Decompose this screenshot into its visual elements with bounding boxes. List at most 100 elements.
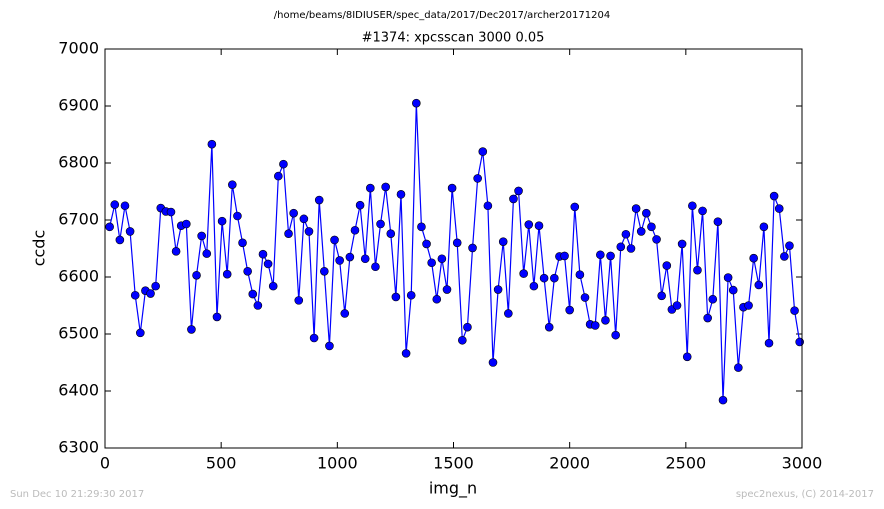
data-point xyxy=(539,273,549,283)
data-point xyxy=(493,285,503,294)
chart-title: #1374: xpcsscan 3000 0.05 xyxy=(362,31,545,46)
data-point xyxy=(463,322,472,332)
data-point xyxy=(529,281,539,291)
data-point xyxy=(468,243,477,253)
x-tick-label: 2000 xyxy=(549,454,590,473)
data-point xyxy=(759,222,769,232)
y-axis-label: ccdc xyxy=(30,230,49,267)
data-point xyxy=(325,341,334,351)
suptitle: /home/beams/8IDIUSER/spec_data/2017/Dec2… xyxy=(274,10,610,21)
data-point xyxy=(299,214,309,224)
data-point xyxy=(693,265,702,275)
data-point xyxy=(524,220,534,229)
data-point xyxy=(146,289,155,298)
y-tick-label: 6900 xyxy=(58,96,99,115)
data-point xyxy=(550,273,559,283)
data-point xyxy=(222,269,232,279)
data-point xyxy=(401,349,411,358)
y-tick-label: 6500 xyxy=(58,324,99,343)
data-point xyxy=(509,194,518,204)
data-point xyxy=(718,395,728,405)
data-point xyxy=(769,191,779,201)
data-point xyxy=(580,293,590,302)
data-point xyxy=(570,202,580,212)
data-point xyxy=(294,296,304,305)
data-point xyxy=(345,252,355,262)
data-point xyxy=(151,281,160,291)
y-tick-label: 6800 xyxy=(58,153,99,172)
data-point xyxy=(452,238,462,248)
data-point xyxy=(734,363,743,372)
data-point xyxy=(458,335,467,345)
data-point xyxy=(642,208,651,218)
data-point xyxy=(483,201,493,211)
data-point xyxy=(437,254,447,264)
data-point xyxy=(662,261,672,270)
data-point xyxy=(284,229,293,238)
data-point xyxy=(289,208,298,218)
data-point xyxy=(376,219,385,229)
data-point xyxy=(243,266,252,276)
data-point xyxy=(723,273,733,282)
y-tick-label: 7000 xyxy=(58,39,99,58)
data-point xyxy=(105,222,114,232)
data-point xyxy=(110,200,120,209)
data-point xyxy=(355,200,365,210)
data-point xyxy=(263,259,273,269)
data-point xyxy=(136,328,145,338)
data-point xyxy=(412,98,421,108)
data-point xyxy=(396,190,406,199)
data-point xyxy=(601,316,610,325)
data-point xyxy=(764,338,774,348)
footer-left: Sun Dec 10 21:29:30 2017 xyxy=(10,489,144,500)
data-point xyxy=(371,262,380,272)
data-point xyxy=(360,254,370,264)
data-point xyxy=(197,231,206,241)
data-point xyxy=(636,227,646,236)
data-point xyxy=(590,321,600,330)
y-tick-label: 6400 xyxy=(58,381,99,400)
data-point xyxy=(657,291,666,301)
data-point xyxy=(350,225,360,235)
data-point xyxy=(279,159,288,169)
data-point xyxy=(115,235,125,245)
data-point xyxy=(320,266,329,276)
data-point xyxy=(519,269,528,278)
x-tick-label: 1500 xyxy=(433,454,474,473)
data-point xyxy=(309,333,319,343)
data-point xyxy=(202,249,212,258)
data-point xyxy=(672,301,682,310)
data-point xyxy=(560,251,569,261)
data-point xyxy=(575,270,585,280)
data-point xyxy=(703,313,712,323)
data-point xyxy=(488,358,498,367)
data-point xyxy=(212,312,222,322)
data-point xyxy=(248,289,258,299)
data-point xyxy=(647,222,656,232)
data-point xyxy=(192,270,201,280)
data-point xyxy=(677,239,687,249)
data-point xyxy=(233,211,242,221)
data-point xyxy=(120,201,130,211)
y-tick-label: 6300 xyxy=(58,438,99,457)
data-point xyxy=(596,250,605,260)
data-point xyxy=(749,253,758,263)
plot-series xyxy=(105,98,804,405)
x-tick-label: 2500 xyxy=(665,454,706,473)
data-point xyxy=(790,306,799,315)
data-point xyxy=(304,227,314,236)
data-point xyxy=(314,195,324,205)
data-point xyxy=(682,352,692,362)
data-point xyxy=(391,292,401,302)
data-point xyxy=(744,301,753,310)
data-point xyxy=(611,330,620,340)
data-point xyxy=(631,204,641,213)
data-point xyxy=(432,294,442,304)
data-point xyxy=(728,285,738,295)
data-point xyxy=(652,235,661,244)
data-point xyxy=(544,322,554,332)
data-point xyxy=(534,221,544,230)
data-point xyxy=(182,219,191,229)
data-point xyxy=(417,222,426,232)
